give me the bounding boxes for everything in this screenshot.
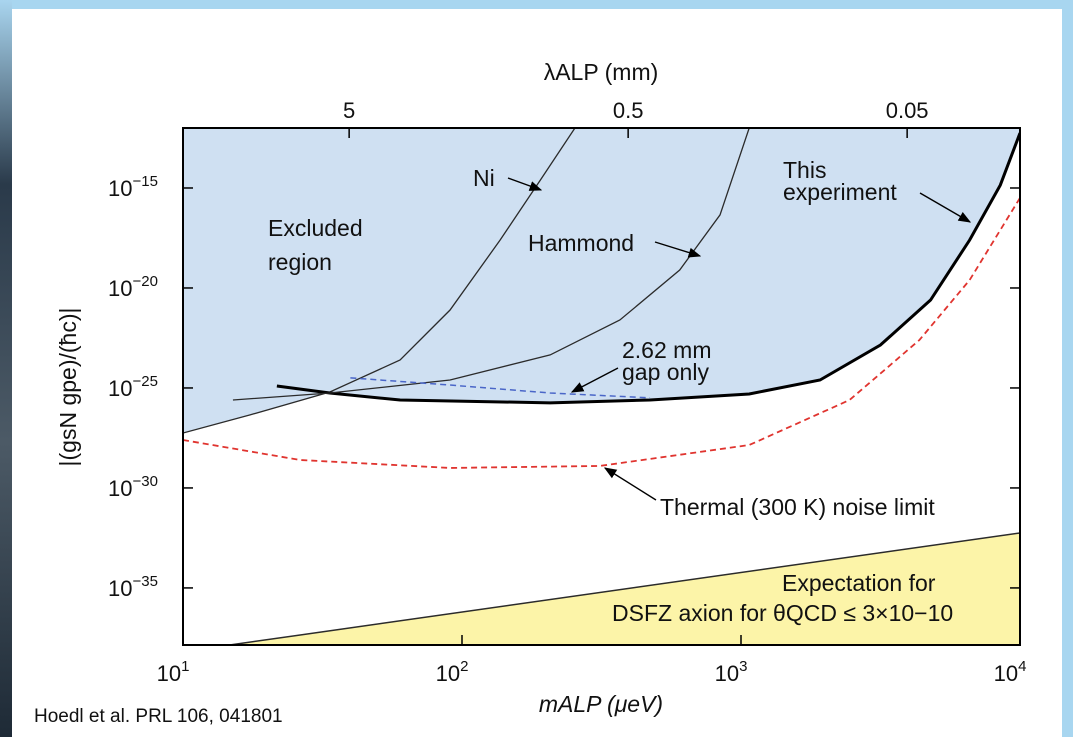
curve xyxy=(232,128,750,401)
x-axis-label: mALP (μeV) xyxy=(539,691,663,717)
y-tick-label: 10−15 xyxy=(108,173,158,201)
x2-axis-label: λALP (mm) xyxy=(544,59,659,85)
citation: Hoedl et al. PRL 106, 041801 xyxy=(34,706,283,727)
y-tick-label: 10−20 xyxy=(108,273,158,301)
series-group xyxy=(183,128,1020,645)
plot-frame xyxy=(182,127,1021,646)
y-axis-label: |(gsN gpe)/(ħc)| xyxy=(55,308,81,467)
x-tick-label: 102 xyxy=(436,658,469,686)
annotation: Ni xyxy=(473,165,495,191)
annotation: experiment xyxy=(783,179,897,205)
curve xyxy=(350,377,651,399)
annotation: Expectation for xyxy=(782,570,936,596)
x-tick-label: 103 xyxy=(715,658,748,686)
y-tick-label: 10−25 xyxy=(108,373,158,401)
x-tick-label: 101 xyxy=(157,658,190,686)
x2-tick-label: 0.5 xyxy=(613,98,644,123)
y-tick-label: 10−30 xyxy=(108,473,158,501)
region-fill xyxy=(276,128,1020,403)
annotation-arrow xyxy=(570,367,619,393)
annotation: region xyxy=(268,249,332,275)
y-tick-label: 10−35 xyxy=(108,573,158,601)
x2-tick-label: 0.05 xyxy=(886,98,929,123)
annotation-arrow xyxy=(603,467,657,501)
annotation: Hammond xyxy=(528,230,634,256)
top-frame xyxy=(0,0,1073,9)
left-strip xyxy=(0,0,12,737)
annotation: gap only xyxy=(622,359,709,385)
x2-tick-label: 5 xyxy=(343,98,355,123)
curve xyxy=(183,197,1020,469)
right-frame xyxy=(1062,0,1073,737)
annotation: Thermal (300 K) noise limit xyxy=(660,494,935,520)
annotation: Excluded xyxy=(268,215,363,241)
annotation-arrow xyxy=(919,192,972,223)
curve xyxy=(229,532,1020,645)
curve xyxy=(276,132,1020,405)
annotation: 2.62 mm xyxy=(622,337,711,363)
annotation: DSFZ axion for θQCD ≤ 3×10−10 xyxy=(612,600,953,626)
annotation-arrow xyxy=(654,241,702,258)
annotation-arrow xyxy=(507,177,543,191)
plot: 101 102 103 104 10−15 10−20 10−25 10−30 10−35 5 0.… xyxy=(108,98,1026,686)
annotation: This xyxy=(783,157,826,183)
x-tick-label: 104 xyxy=(994,658,1027,686)
